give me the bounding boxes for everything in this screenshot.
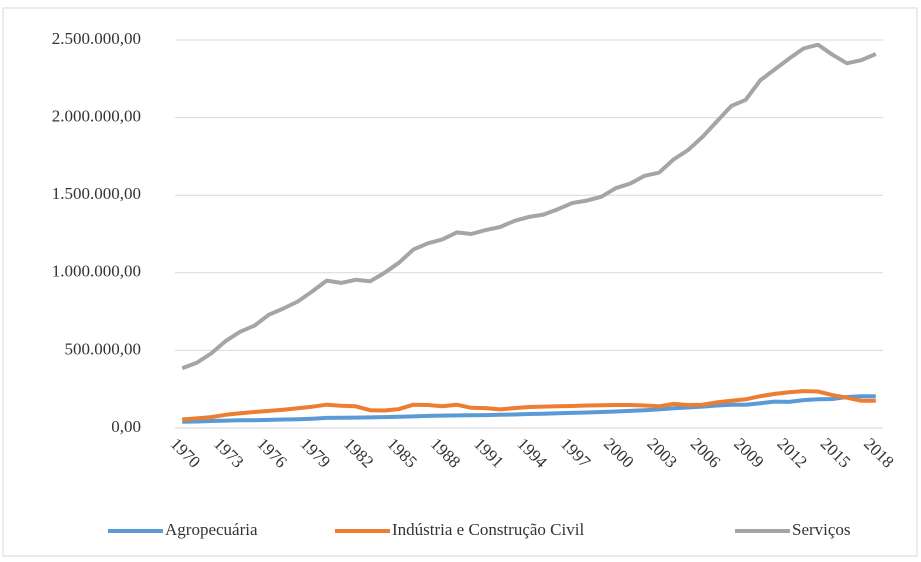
series-line [181,42,877,371]
y-tick-label: 2.500.000,00 [52,29,141,48]
chart-frame [2,7,918,557]
y-tick-label: 2.000.000,00 [52,107,141,126]
legend-label: Agropecuária [165,520,258,539]
y-tick-label: 1.500.000,00 [52,184,141,203]
y-tick-label: 500.000,00 [65,339,142,358]
legend-label: Indústria e Construção Civil [392,520,584,539]
y-tick-label: 1.000.000,00 [52,262,141,281]
y-tick-label: 0,00 [111,417,141,436]
legend-label: Serviços [792,520,851,539]
series-line [182,394,876,424]
series-line [182,389,876,422]
